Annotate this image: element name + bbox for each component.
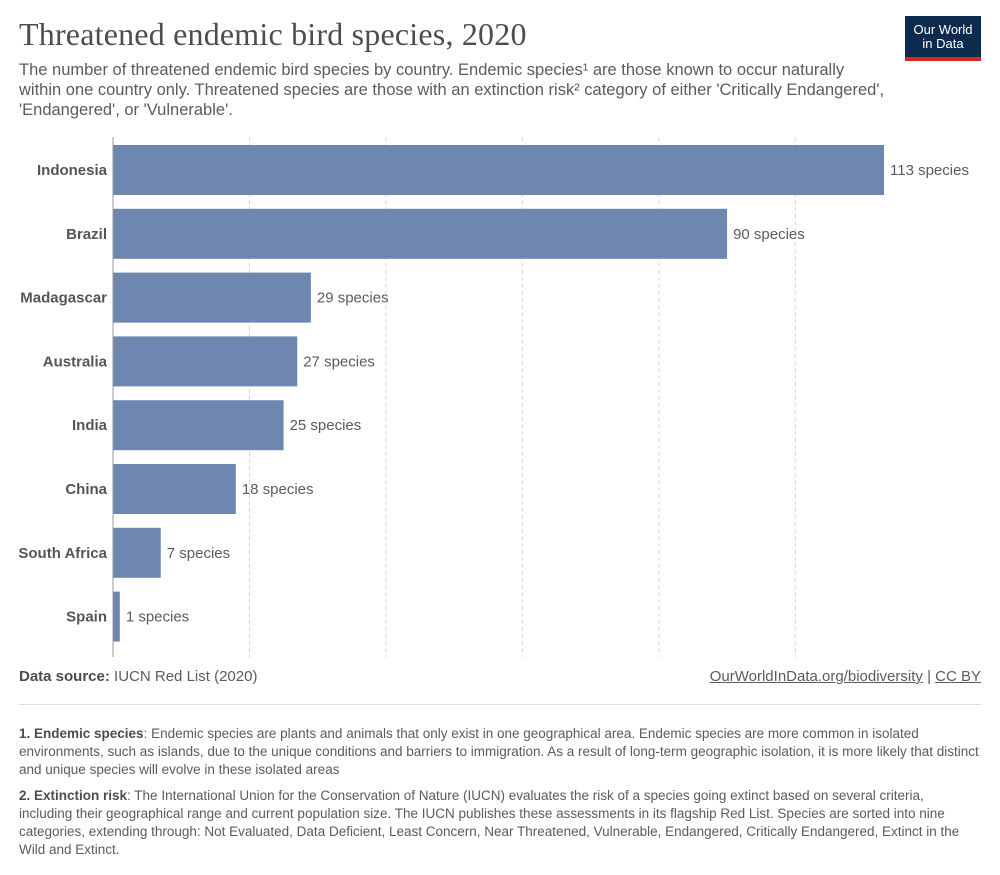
value-label: 1 species: [126, 609, 189, 626]
value-label: 113 species: [890, 162, 969, 179]
footnotes: 1. Endemic species: Endemic species are …: [19, 725, 979, 867]
category-label: Indonesia: [37, 162, 108, 179]
chart-subtitle: The number of threatened endemic bird sp…: [19, 61, 885, 119]
chart-title: Threatened endemic bird species, 2020: [19, 16, 527, 52]
category-label: Madagascar: [20, 290, 107, 307]
bar: [113, 272, 311, 323]
bar: [113, 400, 284, 451]
footnote-term: 2. Extinction risk: [19, 788, 128, 803]
bar: [113, 591, 120, 642]
owid-logo[interactable]: Our World in Data: [905, 16, 981, 61]
footnote-endemic: 1. Endemic species: Endemic species are …: [19, 725, 979, 779]
footnote-term: 1. Endemic species: [19, 726, 144, 741]
bar: [113, 145, 884, 195]
footnote-extinction-risk: 2. Extinction risk: The International Un…: [19, 787, 979, 859]
biodiversity-link[interactable]: OurWorldInData.org/biodiversity: [709, 668, 923, 685]
license-link[interactable]: CC BY: [935, 668, 981, 685]
category-label: Spain: [66, 609, 107, 626]
data-source-text: IUCN Red List (2020): [114, 668, 258, 685]
footnote-text: : Endemic species are plants and animals…: [19, 726, 979, 777]
value-label: 18 species: [242, 481, 314, 498]
footnote-text: : The International Union for the Conser…: [19, 788, 960, 857]
logo-line-1: Our World: [913, 21, 973, 37]
value-label: 7 species: [167, 545, 230, 562]
footer-divider: [19, 704, 981, 705]
value-label: 27 species: [303, 353, 375, 370]
bar: [113, 336, 298, 387]
bar-chart: Indonesia 113 species Brazil 90 species Mada…: [18, 137, 969, 657]
bar: [113, 464, 236, 514]
category-label: South Africa: [18, 545, 107, 562]
logo-line-2: in Data: [922, 35, 964, 51]
category-label: Brazil: [66, 226, 107, 243]
data-source: Data source: IUCN Red List (2020): [19, 668, 257, 685]
bar: [113, 527, 161, 578]
category-label: China: [65, 481, 107, 498]
value-label: 25 species: [290, 417, 362, 434]
data-source-label: Data source:: [19, 668, 110, 685]
category-label: Australia: [43, 353, 108, 370]
value-label: 29 species: [317, 290, 389, 307]
value-label: 90 species: [733, 226, 805, 243]
footer-links: OurWorldInData.org/biodiversity | CC BY: [710, 668, 981, 685]
link-separator: |: [927, 668, 931, 685]
bar: [113, 208, 728, 259]
category-label: India: [72, 417, 108, 434]
